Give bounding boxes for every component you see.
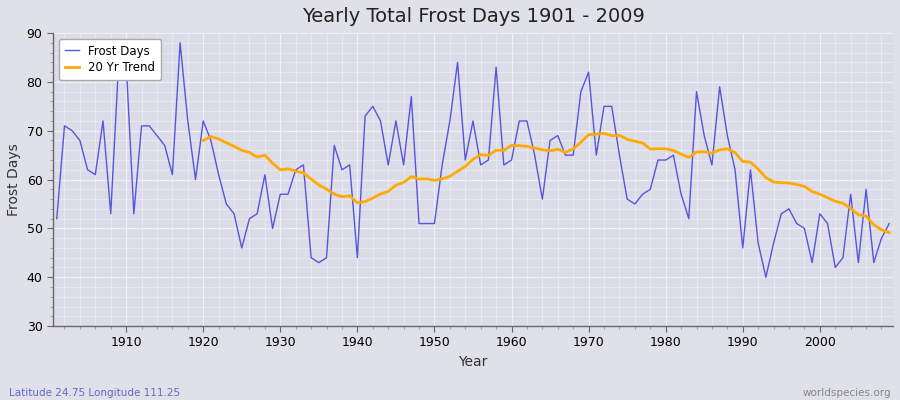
20 Yr Trend (860, 214, 871, 218)
20 Yr Trend (683, 155, 694, 160)
Frost Days (884, 221, 895, 226)
Frost Days (760, 275, 771, 280)
Frost Days (514, 118, 525, 123)
20 Yr Trend (884, 230, 895, 235)
Y-axis label: Frost Days: Frost Days (7, 143, 21, 216)
Frost Days (607, 104, 617, 109)
Text: Latitude 24.75 Longitude 111.25: Latitude 24.75 Longitude 111.25 (9, 388, 180, 398)
20 Yr Trend (776, 180, 787, 185)
20 Yr Trend (291, 169, 302, 174)
Frost Days (51, 216, 62, 221)
Text: worldspecies.org: worldspecies.org (803, 388, 891, 398)
Line: 20 Yr Trend: 20 Yr Trend (203, 134, 889, 232)
20 Yr Trend (198, 138, 209, 143)
20 Yr Trend (598, 131, 609, 136)
Frost Days (337, 168, 347, 172)
20 Yr Trend (406, 174, 417, 179)
Title: Yearly Total Frost Days 1901 - 2009: Yearly Total Frost Days 1901 - 2009 (302, 7, 644, 26)
Legend: Frost Days, 20 Yr Trend: Frost Days, 20 Yr Trend (58, 39, 161, 80)
Line: Frost Days: Frost Days (57, 43, 889, 277)
Frost Days (506, 158, 517, 162)
Frost Days (175, 40, 185, 45)
X-axis label: Year: Year (458, 355, 488, 369)
Frost Days (291, 168, 302, 172)
20 Yr Trend (791, 182, 802, 187)
Frost Days (113, 65, 124, 70)
